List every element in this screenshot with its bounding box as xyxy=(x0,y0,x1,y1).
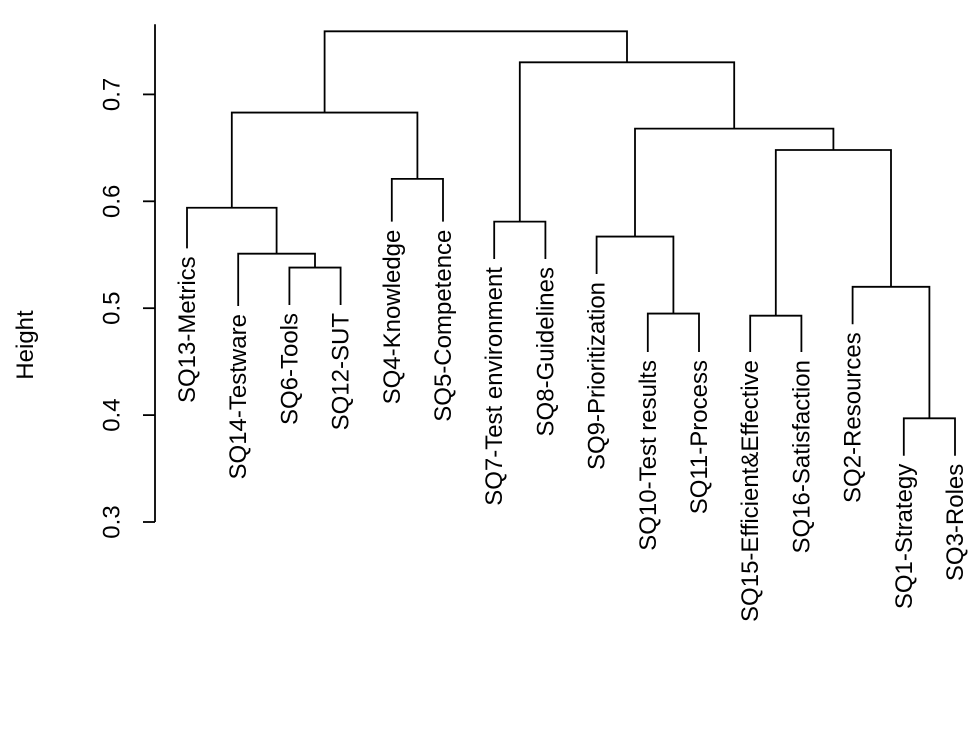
dendrogram-link xyxy=(902,417,956,456)
dendrogram-link xyxy=(518,61,736,222)
dendrogram-link xyxy=(493,220,547,260)
leaf-label: SQ3-Roles xyxy=(942,464,969,581)
y-axis-label: Height xyxy=(12,310,39,380)
y-tick-label: 0.3 xyxy=(98,505,125,538)
dendrogram-link xyxy=(749,314,803,353)
leaf-label: SQ13-Metrics xyxy=(174,256,201,403)
leaf-label: SQ15-Efficient&Effective xyxy=(737,360,764,622)
leaf-label: SQ6-Tools xyxy=(276,313,303,425)
dendrogram-link xyxy=(288,266,342,305)
leaf-label: SQ1-Strategy xyxy=(891,464,918,609)
dendrogram-link xyxy=(186,206,278,254)
leaf-label: SQ7-Test environment xyxy=(481,267,508,506)
dendrogram-link xyxy=(646,312,700,353)
dendrogram-link xyxy=(237,252,316,307)
leaf-label: SQ9-Prioritization xyxy=(584,282,611,470)
y-tick-label: 0.6 xyxy=(98,185,125,218)
dendrogram-link xyxy=(774,149,892,316)
y-tick-label: 0.4 xyxy=(98,398,125,431)
leaf-label: SQ12-SUT xyxy=(328,313,355,431)
dendrogram-links xyxy=(186,30,956,456)
leaf-label: SQ14-Testware xyxy=(225,314,252,479)
leaf-label: SQ16-Satisfaction xyxy=(788,360,815,553)
y-tick-label: 0.5 xyxy=(98,292,125,325)
dendrogram-link xyxy=(390,177,444,222)
leaf-label: SQ8-Guidelines xyxy=(532,267,559,436)
dendrogram-link xyxy=(634,127,835,237)
leaf-label: SQ11-Process xyxy=(686,360,713,514)
leaf-label: SQ10-Test results xyxy=(635,360,662,551)
leaf-label: SQ2-Resources xyxy=(840,332,867,503)
leaf-label: SQ5-Competence xyxy=(430,230,457,422)
y-axis: 0.3 0.4 0.5 0.6 0.7 xyxy=(98,24,156,539)
dendrogram-link xyxy=(323,30,628,113)
leaf-label: SQ4-Knowledge xyxy=(379,230,406,405)
dendrogram-link xyxy=(230,111,419,208)
leaf-labels: SQ13-Metrics SQ14-Testware SQ6-Tools SQ12-S… xyxy=(174,230,969,622)
y-tick-label: 0.7 xyxy=(98,78,125,111)
